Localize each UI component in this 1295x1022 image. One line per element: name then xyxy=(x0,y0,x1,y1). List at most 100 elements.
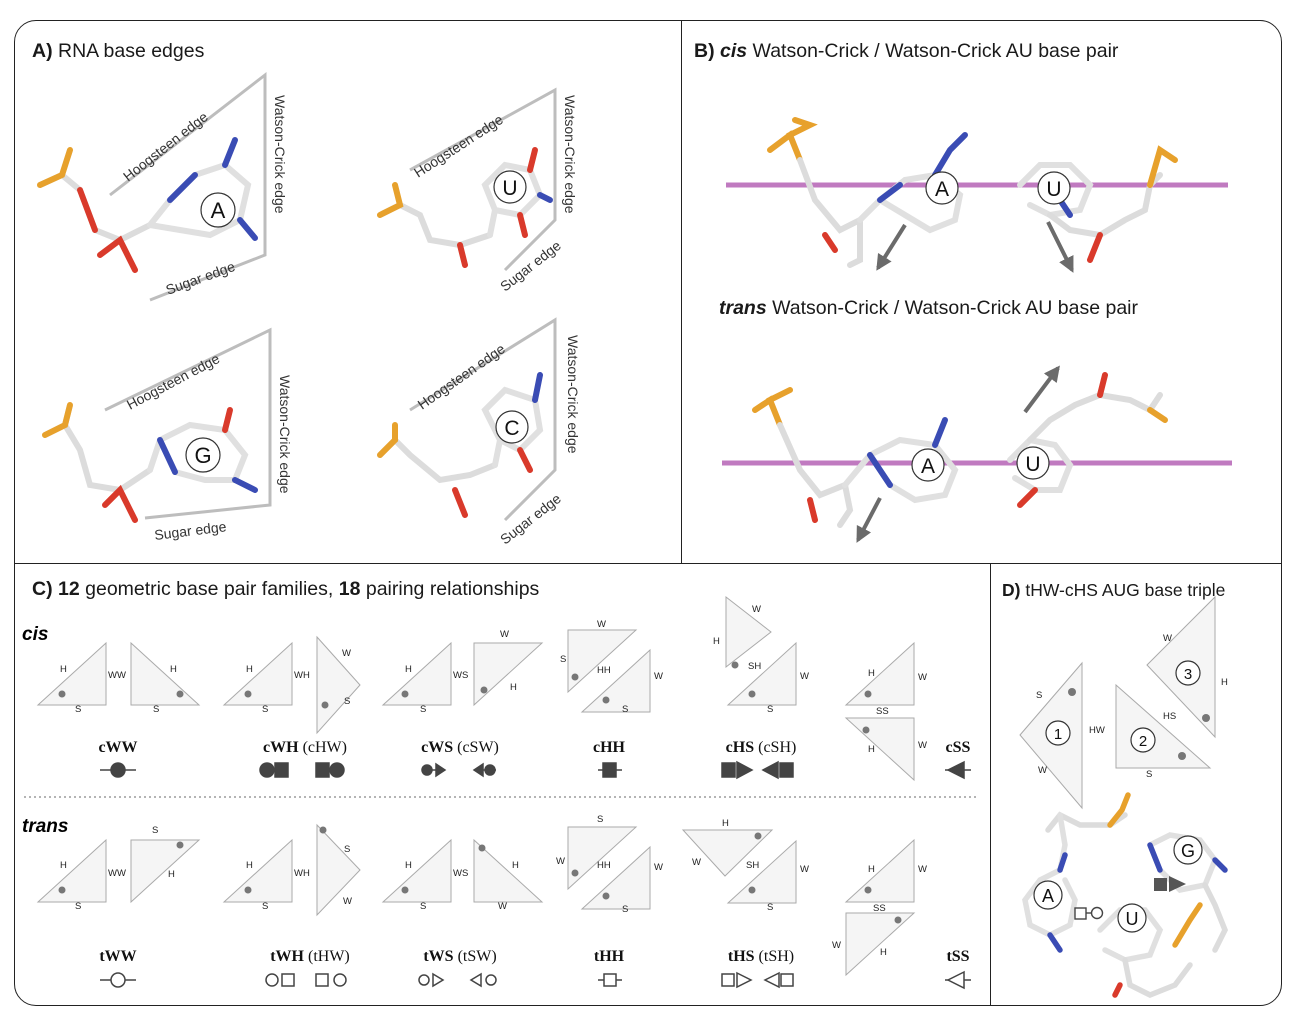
molecule-sticks xyxy=(42,402,258,523)
svg-text:H: H xyxy=(512,860,519,871)
svg-text:H: H xyxy=(868,668,875,679)
svg-text:H: H xyxy=(60,860,67,871)
chs-symbol xyxy=(1154,876,1186,892)
svg-text:H: H xyxy=(168,869,175,880)
svg-text:W: W xyxy=(1038,765,1047,776)
cis-symbols xyxy=(100,760,971,780)
base-letter-a: A xyxy=(921,455,935,478)
triple-base-u: U xyxy=(1126,909,1139,929)
svg-text:W: W xyxy=(654,862,663,873)
svg-text:S: S xyxy=(152,825,158,836)
cis-row-label: cis xyxy=(22,624,48,645)
cis-au-pair: A U xyxy=(726,117,1228,273)
trans-symbols xyxy=(100,970,971,990)
strand-arrow xyxy=(1046,221,1074,273)
family-chs: cHS (cSH) xyxy=(726,739,797,756)
svg-text:W: W xyxy=(343,896,352,907)
base-letter-a: A xyxy=(935,178,949,201)
svg-text:H: H xyxy=(170,664,177,675)
svg-text:H: H xyxy=(405,664,412,675)
svg-text:S: S xyxy=(344,844,350,855)
svg-text:SH: SH xyxy=(746,860,759,871)
svg-text:S: S xyxy=(622,904,628,915)
cis-triangles xyxy=(36,595,915,782)
svg-text:H: H xyxy=(880,947,887,958)
edge-triangle xyxy=(409,87,557,272)
svg-text:WH: WH xyxy=(294,868,310,879)
family-thh: tHH xyxy=(594,948,625,965)
svg-text:H: H xyxy=(246,664,253,675)
family-css: cSS xyxy=(946,739,971,756)
svg-text:H: H xyxy=(722,818,729,829)
molecule-sticks xyxy=(377,147,553,268)
svg-text:W: W xyxy=(654,671,663,682)
cis-edge-letters: HS WW HS HS WH WS HS WS WH WS HH WS WH S… xyxy=(60,604,927,755)
trans-row-label: trans xyxy=(22,816,68,837)
svg-text:S: S xyxy=(1036,690,1042,701)
svg-text:H: H xyxy=(60,664,67,675)
base-c-diagram: Hoogsteen edge Watson-Crick edge Sugar e… xyxy=(377,317,581,547)
triple-molecule: A U G xyxy=(1022,792,1229,999)
svg-text:S: S xyxy=(767,704,773,715)
svg-text:S: S xyxy=(1146,769,1152,780)
panel-divider-horizontal xyxy=(14,563,1282,564)
base-letter-circle xyxy=(185,437,221,473)
svg-text:W: W xyxy=(342,648,351,659)
svg-text:S: S xyxy=(420,901,426,912)
family-twh: tWH (tHW) xyxy=(270,948,350,965)
base-letter-circle xyxy=(911,448,945,482)
svg-text:SS: SS xyxy=(876,706,889,717)
svg-text:S: S xyxy=(262,704,268,715)
family-cwh: cWH (cHW) xyxy=(263,739,347,756)
triple-base-g: G xyxy=(1181,841,1195,861)
sugar-edge-label: Sugar edge xyxy=(164,258,238,298)
svg-text:WW: WW xyxy=(108,670,126,681)
family-tss: tSS xyxy=(946,948,969,965)
svg-text:H: H xyxy=(1221,677,1228,688)
trans-family-names: tWW tWH (tHW) tWS (tSW) tHH tHS (tSH) tS… xyxy=(99,948,969,965)
svg-text:S: S xyxy=(262,901,268,912)
svg-text:W: W xyxy=(597,619,606,630)
svg-text:W: W xyxy=(556,856,565,867)
svg-text:H: H xyxy=(510,682,517,693)
svg-text:W: W xyxy=(498,901,507,912)
edge-triangle xyxy=(109,71,267,302)
base-letter: A xyxy=(211,198,226,223)
molecule-sticks xyxy=(752,372,1168,528)
base-g-diagram: Hoogsteen edge Watson-Crick edge Sugar e… xyxy=(42,327,293,543)
svg-text:2: 2 xyxy=(1139,733,1147,750)
svg-text:S: S xyxy=(622,704,628,715)
svg-text:S: S xyxy=(560,654,566,665)
svg-text:S: S xyxy=(344,696,350,707)
trans-sugar-dots xyxy=(58,826,902,924)
svg-text:W: W xyxy=(800,671,809,682)
svg-text:W: W xyxy=(752,604,761,615)
family-cww: cWW xyxy=(98,739,137,756)
svg-text:S: S xyxy=(153,704,159,715)
svg-text:WW: WW xyxy=(108,868,126,879)
molecule-sticks xyxy=(767,117,1178,268)
thw-symbol xyxy=(1074,906,1104,920)
edge-triangle xyxy=(104,327,272,520)
svg-text:1: 1 xyxy=(1054,726,1062,743)
cis-sugar-dots xyxy=(58,661,872,734)
watson-crick-edge-label: Watson-Crick edge xyxy=(277,375,293,494)
svg-text:SS: SS xyxy=(873,903,886,914)
svg-text:SH: SH xyxy=(748,661,761,672)
svg-text:WS: WS xyxy=(453,670,468,681)
panel-b-title: B) cis Watson-Crick / Watson-Crick AU ba… xyxy=(694,40,1119,62)
svg-text:HH: HH xyxy=(597,665,611,676)
family-ths: tHS (tSH) xyxy=(728,948,794,965)
cis-family-names: cWW cWH (cHW) cWS (cSW) cHH cHS (cSH) cS… xyxy=(98,739,970,756)
molecule-sticks xyxy=(37,137,258,273)
base-letter: U xyxy=(502,177,517,200)
svg-text:HS: HS xyxy=(1163,711,1176,722)
svg-text:S: S xyxy=(75,901,81,912)
base-letter: G xyxy=(194,443,211,468)
base-letter-u: U xyxy=(1046,178,1061,201)
svg-text:H: H xyxy=(868,744,875,755)
svg-text:S: S xyxy=(75,704,81,715)
hoogsteen-edge-label: Hoogsteen edge xyxy=(411,111,506,180)
base-letter-circle xyxy=(200,192,236,228)
